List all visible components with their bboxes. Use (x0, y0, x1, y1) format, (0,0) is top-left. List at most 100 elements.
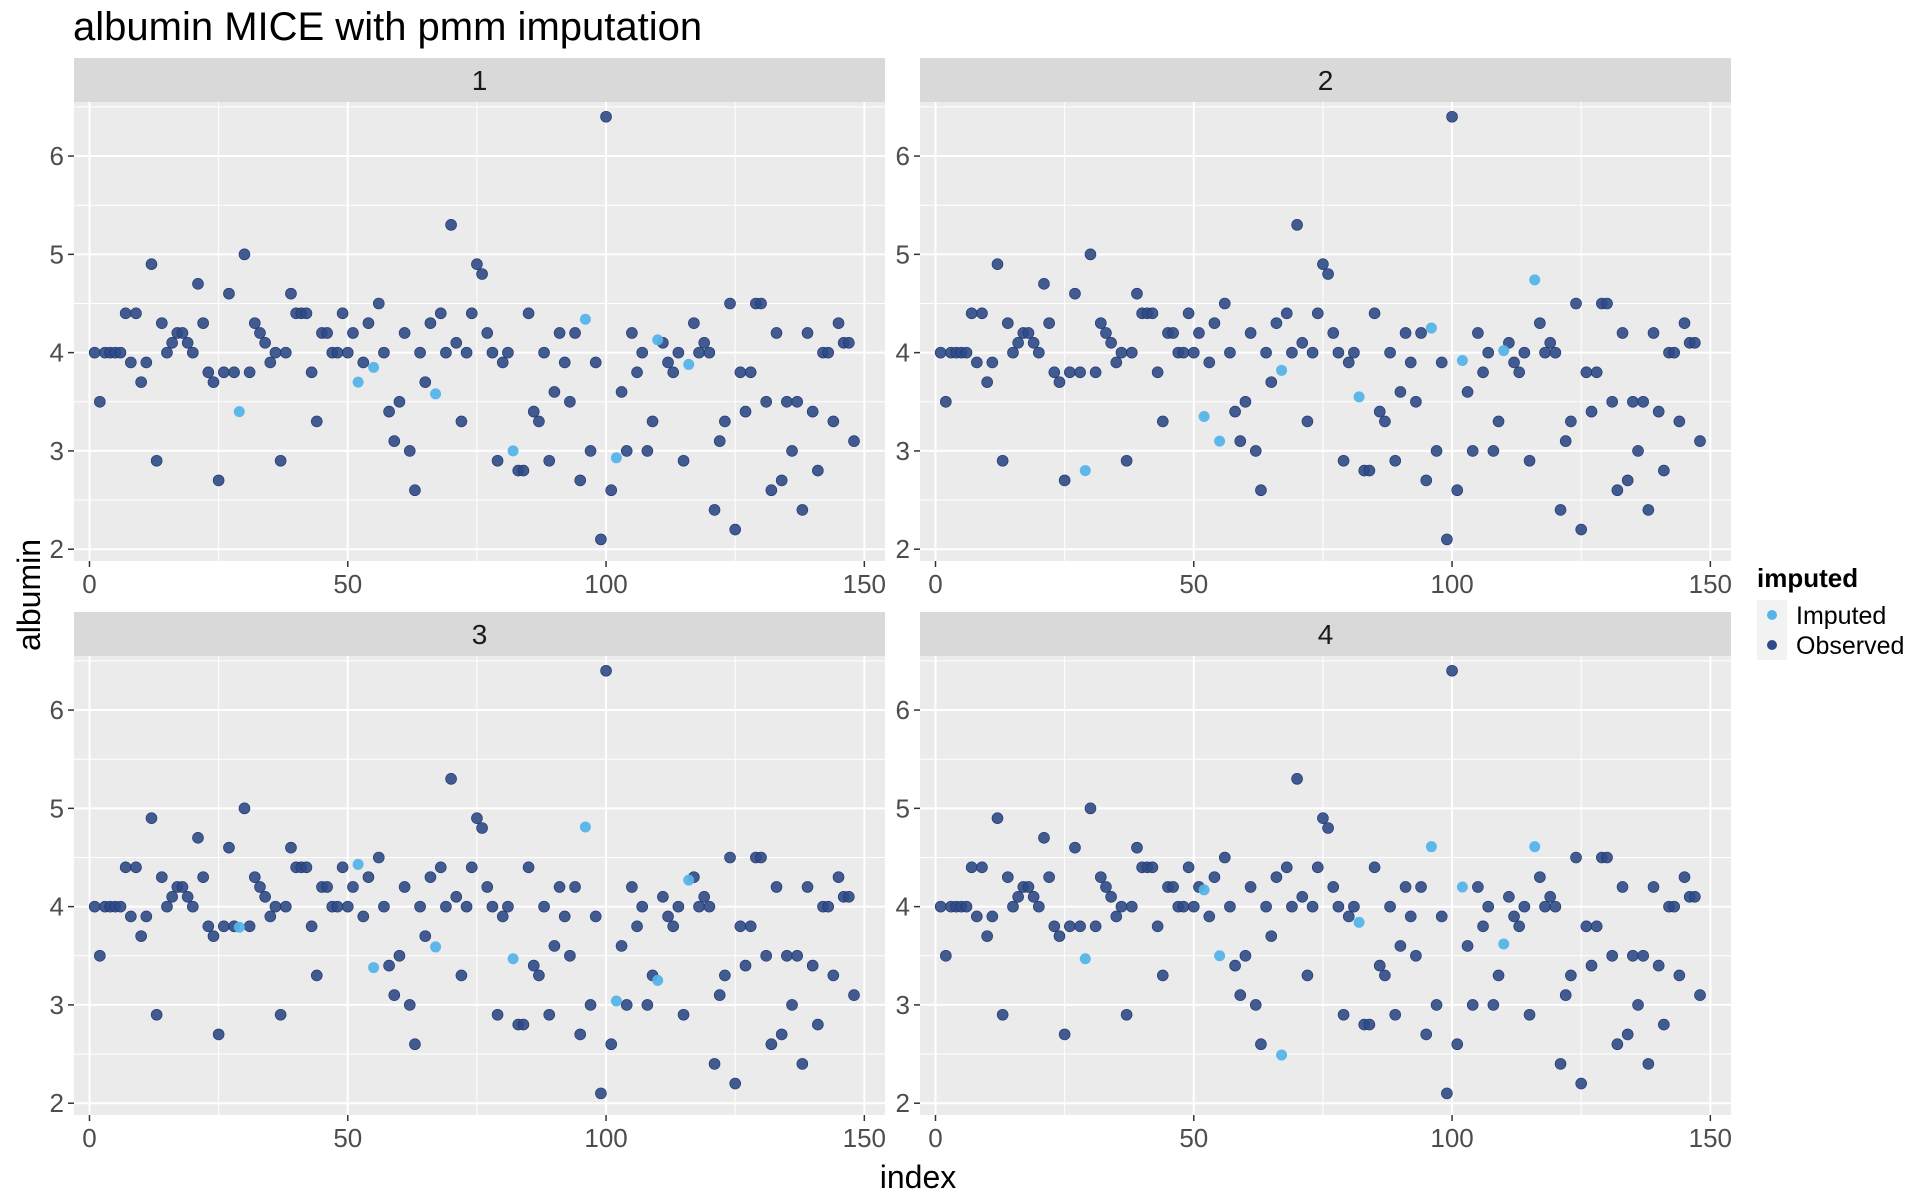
observed-point (996, 1008, 1009, 1021)
observed-point (285, 287, 297, 300)
observed-point (481, 881, 494, 893)
observed-point (1177, 900, 1190, 913)
observed-point (1280, 307, 1293, 320)
observed-point (1182, 307, 1195, 320)
observed-point (553, 881, 566, 893)
observed-point (455, 415, 468, 428)
legend-label-observed: Observed (1796, 632, 1904, 660)
observed-point (796, 504, 809, 516)
y-tick-label: 4 (896, 892, 910, 922)
observed-point (1379, 415, 1391, 428)
observed-point (150, 454, 163, 467)
observed-point (1503, 891, 1515, 903)
observed-point (269, 346, 282, 359)
observed-point (1554, 504, 1567, 516)
observed-point (1379, 969, 1391, 982)
observed-point (657, 891, 669, 903)
observed-point (1146, 861, 1159, 874)
observed-point (605, 1038, 618, 1051)
observed-point (1265, 376, 1278, 388)
observed-point (996, 454, 1009, 467)
observed-point (1539, 346, 1551, 359)
observed-point (1694, 989, 1706, 1001)
observed-point (1332, 346, 1345, 359)
observed-point (1027, 337, 1040, 349)
observed-point (796, 1058, 809, 1070)
observed-point (176, 327, 189, 339)
imputed-point (233, 406, 245, 418)
imputed-point (368, 361, 380, 373)
observed-point (1084, 248, 1097, 261)
observed-point (424, 317, 437, 329)
observed-point (1105, 337, 1117, 349)
x-tick-label: 0 (82, 569, 96, 599)
imputed-point (1529, 274, 1541, 286)
imputed-point (1353, 391, 1365, 403)
observed-point (1461, 940, 1474, 952)
observed-point (940, 395, 952, 408)
observed-point (1043, 317, 1055, 329)
observed-point (414, 346, 426, 359)
observed-point (1089, 366, 1102, 379)
observed-point (739, 405, 752, 418)
observed-point (300, 861, 313, 874)
observed-point (1239, 395, 1252, 408)
observed-point (1606, 395, 1618, 408)
observed-point (827, 969, 840, 982)
observed-point (1694, 435, 1706, 447)
panel-background (74, 656, 885, 1115)
observed-point (1115, 346, 1128, 359)
observed-point (1100, 881, 1112, 893)
x-tick-label: 0 (928, 1123, 942, 1153)
observed-point (140, 356, 153, 369)
observed-point (362, 317, 375, 329)
observed-point (1384, 900, 1396, 913)
observed-point (1270, 317, 1283, 329)
observed-point (140, 910, 153, 923)
observed-point (187, 346, 199, 359)
observed-point (527, 405, 540, 418)
observed-point (300, 307, 313, 320)
imputed-point (610, 452, 622, 464)
observed-point (693, 900, 705, 913)
observed-point (321, 327, 333, 339)
observed-point (1265, 930, 1278, 942)
observed-point (986, 356, 999, 369)
observed-point (1627, 395, 1639, 408)
x-tick-label: 100 (1430, 1123, 1473, 1153)
observed-point (522, 861, 535, 874)
observed-point (775, 474, 788, 487)
observed-point (1322, 822, 1334, 834)
observed-point (848, 989, 860, 1001)
observed-point (310, 415, 323, 428)
observed-point (734, 366, 747, 379)
imputed-point (1198, 411, 1210, 423)
observed-point (765, 1038, 778, 1051)
observed-point (125, 356, 137, 369)
observed-point (1652, 405, 1665, 418)
observed-point (465, 861, 478, 874)
observed-point (1115, 900, 1128, 913)
observed-point (331, 900, 344, 913)
imputed-point (1529, 841, 1541, 853)
observed-point (822, 346, 834, 359)
imputed-point (1079, 465, 1091, 477)
observed-point (1311, 861, 1324, 874)
observed-point (357, 356, 370, 369)
observed-point (1058, 1028, 1071, 1041)
legend-label-imputed: Imputed (1796, 602, 1886, 630)
observed-point (125, 910, 137, 923)
observed-point (1234, 989, 1247, 1001)
observed-point (502, 346, 514, 359)
observed-point (341, 900, 354, 913)
observed-point (1539, 900, 1551, 913)
observed-point (698, 891, 711, 903)
observed-point (770, 881, 783, 893)
observed-point (620, 999, 633, 1011)
x-tick-label: 50 (333, 1123, 362, 1153)
imputed-point (352, 858, 364, 870)
observed-point (1110, 356, 1123, 369)
observed-point (285, 841, 297, 854)
observed-point (1642, 504, 1655, 516)
observed-point (1311, 307, 1324, 320)
